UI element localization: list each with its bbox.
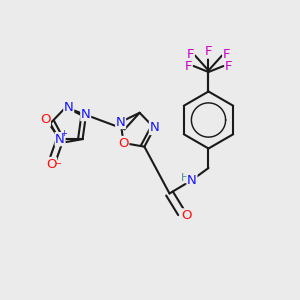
Text: N: N — [187, 173, 197, 187]
Text: N: N — [116, 116, 125, 128]
Text: O: O — [40, 113, 50, 126]
Text: F: F — [223, 47, 230, 61]
Text: O: O — [118, 136, 129, 149]
Text: −: − — [55, 159, 62, 168]
Text: F: F — [225, 59, 233, 73]
Text: H: H — [181, 172, 190, 183]
Text: F: F — [187, 47, 194, 61]
Text: F: F — [184, 59, 192, 73]
Text: N: N — [55, 133, 65, 146]
Text: N: N — [149, 122, 159, 134]
Text: O: O — [46, 158, 56, 170]
Text: +: + — [60, 129, 67, 138]
Text: O: O — [181, 209, 192, 222]
Text: N: N — [64, 101, 74, 114]
Text: N: N — [81, 108, 91, 121]
Text: F: F — [205, 45, 212, 58]
